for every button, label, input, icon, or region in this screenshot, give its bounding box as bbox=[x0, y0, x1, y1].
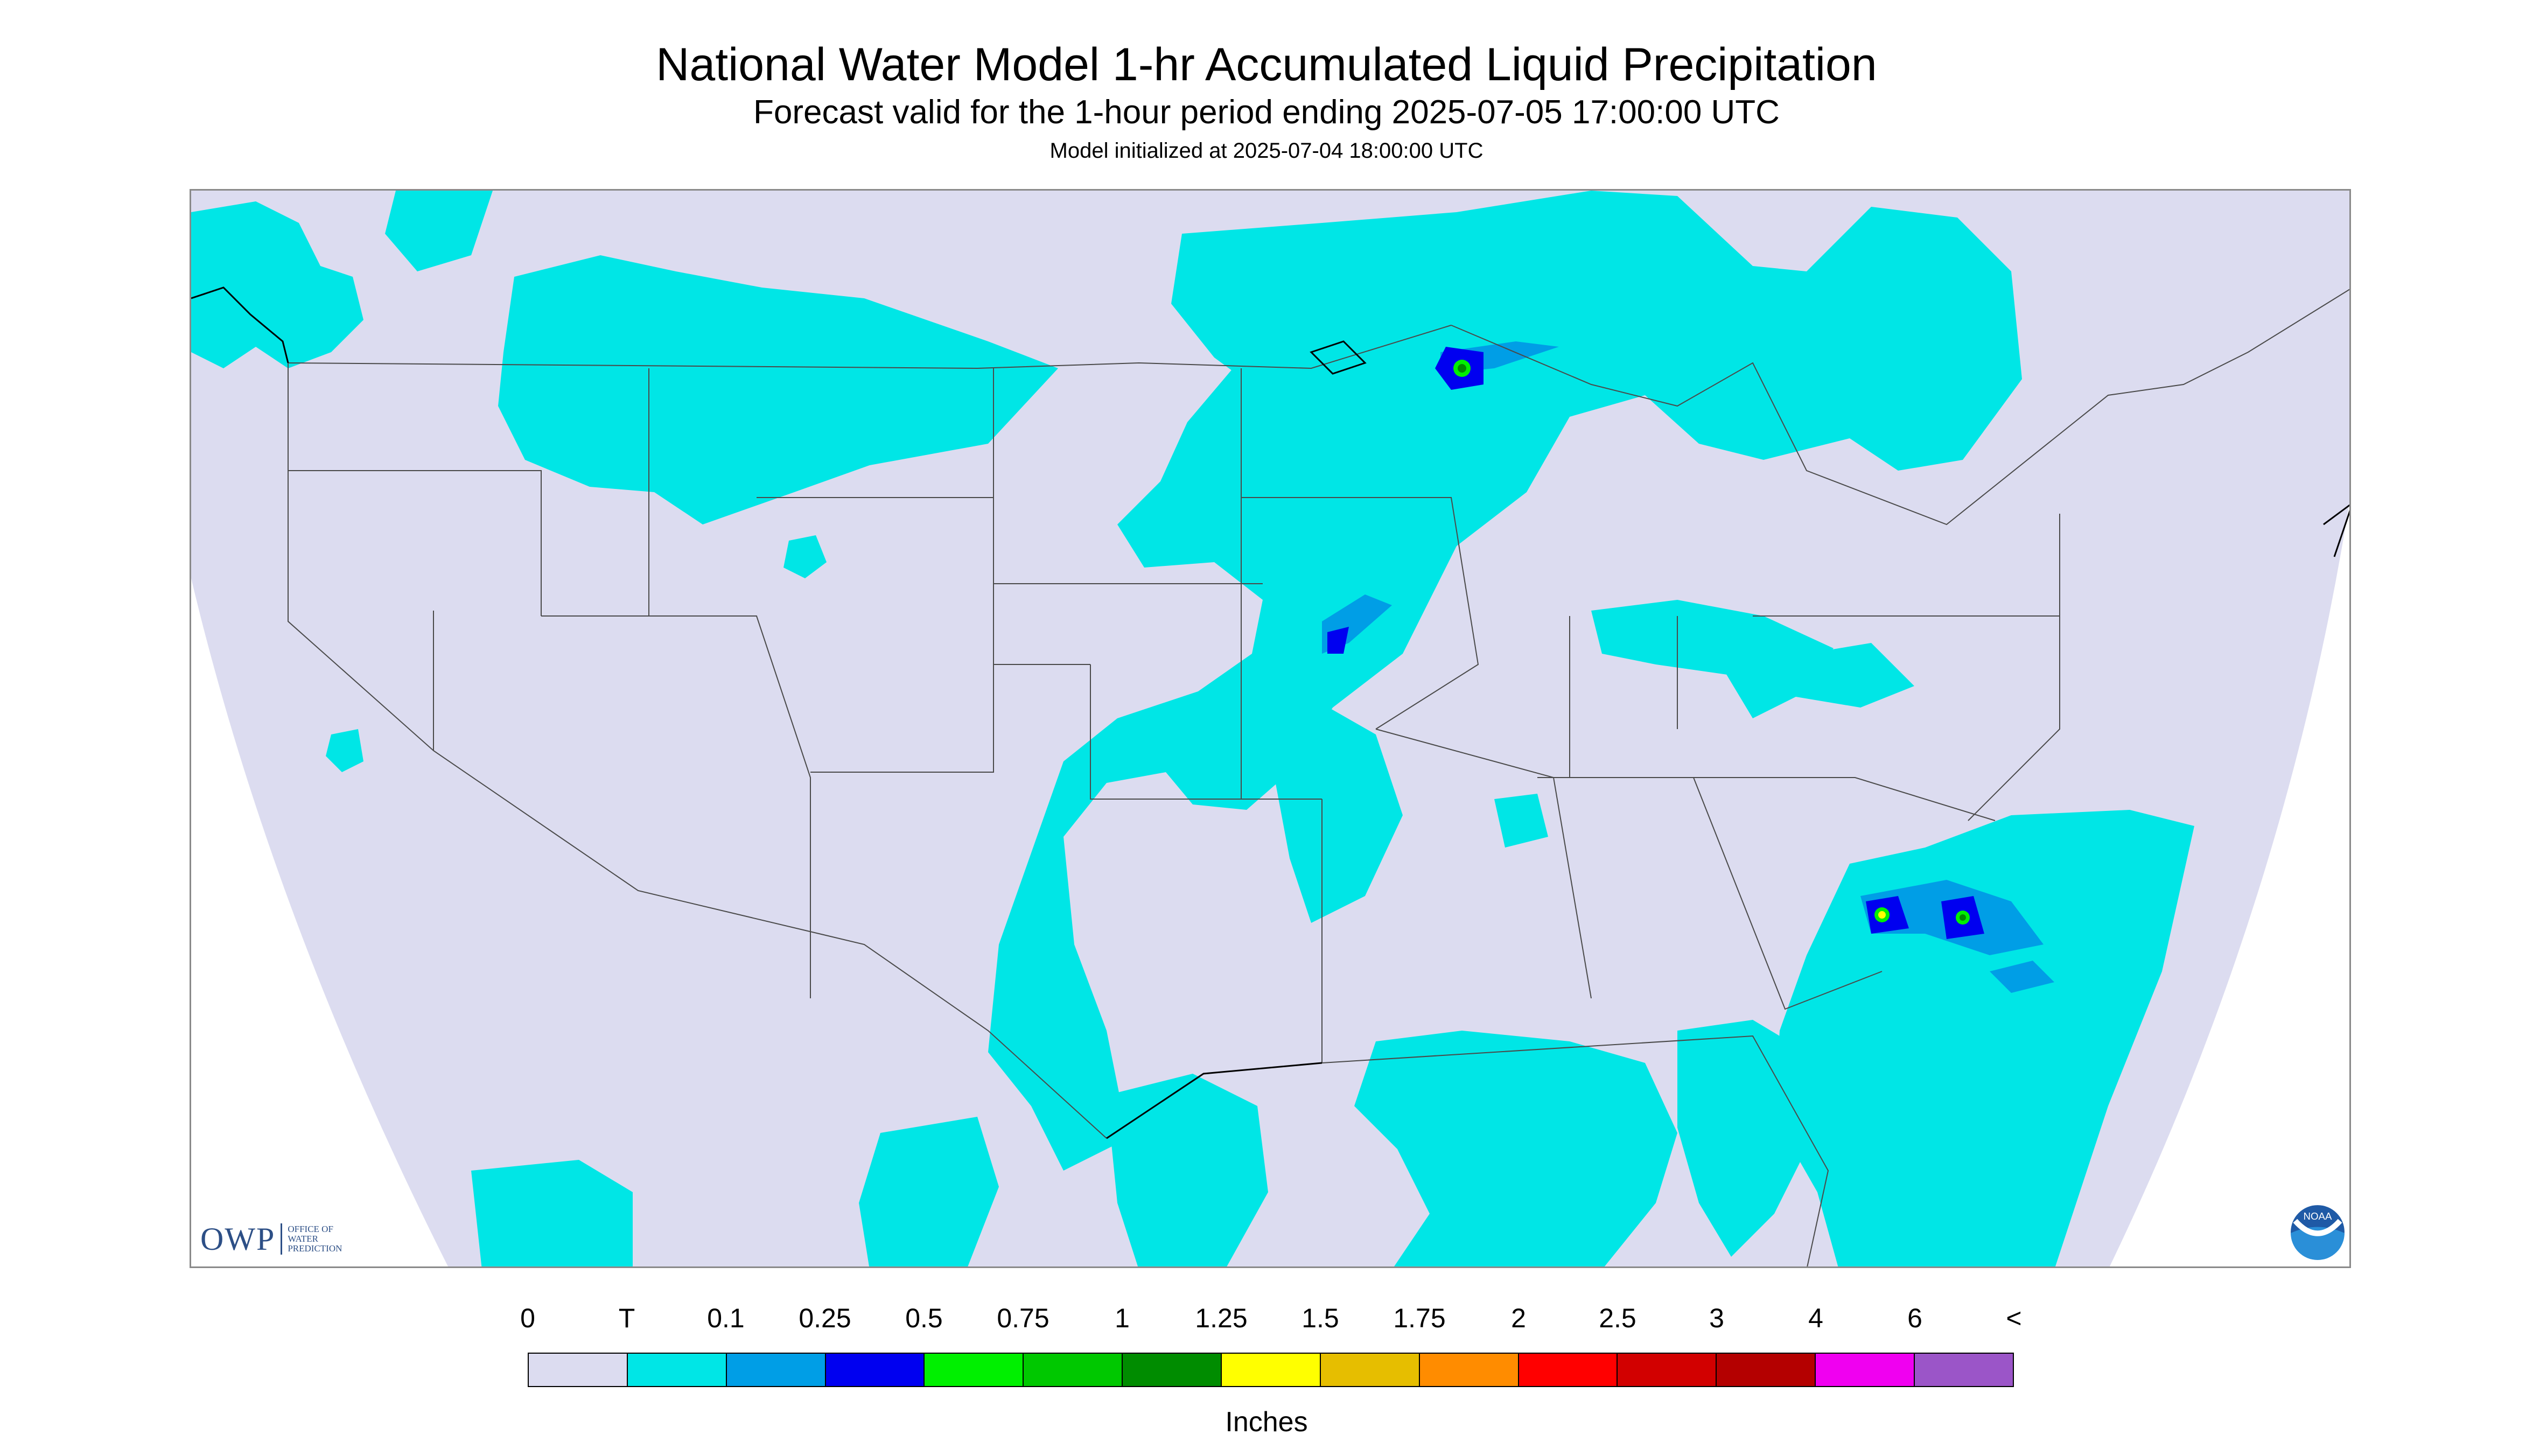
legend-swatch bbox=[1419, 1354, 1519, 1386]
legend-label: 2 bbox=[1511, 1303, 1526, 1333]
legend-units: Inches bbox=[1225, 1406, 1308, 1438]
tennessee-carolina bbox=[1537, 777, 1996, 821]
legend-label: 1.75 bbox=[1393, 1303, 1446, 1333]
legend-label: 0.1 bbox=[707, 1303, 745, 1333]
arkansas-band-precip bbox=[1274, 691, 1403, 923]
map-canvas bbox=[191, 191, 2349, 1266]
legend-swatch bbox=[1222, 1354, 1321, 1386]
legend-label: 6 bbox=[1907, 1303, 1922, 1333]
legend-label: 1.25 bbox=[1195, 1303, 1248, 1333]
legend-swatch bbox=[1915, 1354, 2013, 1386]
montana-extra-precip bbox=[385, 191, 493, 271]
pacific-northwest-precip bbox=[191, 201, 363, 368]
northeast-band-precip bbox=[1720, 643, 1914, 718]
legend-label: 0 bbox=[520, 1303, 535, 1333]
owp-letters: OWP bbox=[200, 1221, 276, 1257]
iowa-wisconsin bbox=[1241, 497, 1479, 730]
kansas-oklahoma bbox=[1090, 664, 1322, 800]
legend-label: < bbox=[2006, 1303, 2022, 1333]
legend-swatch bbox=[825, 1354, 925, 1386]
legend-label: 3 bbox=[1709, 1303, 1724, 1333]
legend-label: 4 bbox=[1808, 1303, 1823, 1333]
legend-label: T bbox=[618, 1303, 635, 1333]
legend-label: 1.5 bbox=[1302, 1303, 1339, 1333]
owp-logo: OWP OFFICE OF WATER PREDICTION bbox=[200, 1220, 378, 1258]
dakota-nebraska-west bbox=[810, 368, 994, 773]
map-title: National Water Model 1-hr Accumulated Li… bbox=[656, 39, 1877, 90]
legend-swatch bbox=[726, 1354, 826, 1386]
legend-swatch bbox=[627, 1354, 727, 1386]
model-init-time: Model initialized at 2025-07-04 18:00:00… bbox=[1049, 139, 1484, 163]
wyoming-spot-precip bbox=[783, 535, 827, 578]
gulf-precip bbox=[1354, 1031, 1677, 1266]
legend-swatch bbox=[1618, 1354, 1717, 1386]
gulf-coast bbox=[1321, 1035, 1829, 1266]
legend-swatch bbox=[1320, 1354, 1420, 1386]
legend-swatch bbox=[529, 1354, 628, 1386]
atlantic-coast bbox=[1968, 514, 2060, 821]
northern-rockies-precip bbox=[498, 255, 1058, 524]
texas-coast-precip bbox=[1107, 1074, 1268, 1266]
legend-swatch bbox=[1123, 1354, 1222, 1386]
legend-labels: 0 T 0.1 0.25 0.5 0.75 1 1.25 1.5 1.75 2 2.5 3 4 6 < bbox=[0, 1302, 2533, 1340]
owp-divider bbox=[281, 1223, 283, 1255]
precip-high-cores bbox=[1453, 360, 1970, 925]
legend-swatch bbox=[1717, 1354, 1816, 1386]
mexico-precip bbox=[859, 1117, 999, 1266]
georgia-alabama bbox=[1693, 777, 1883, 1010]
oregon-idaho bbox=[288, 470, 542, 616]
legend-swatch bbox=[925, 1354, 1024, 1386]
legend-label: 0.25 bbox=[799, 1303, 851, 1333]
baja-offshore-precip bbox=[471, 1160, 633, 1266]
upper-midwest-band-precip bbox=[988, 331, 1473, 1171]
legend-label: 2.5 bbox=[1599, 1303, 1636, 1333]
legend-label: 0.75 bbox=[997, 1303, 1049, 1333]
precipitation-map bbox=[190, 189, 2351, 1268]
legend-swatch bbox=[1816, 1354, 1915, 1386]
noaa-logo: NOAA bbox=[2291, 1205, 2345, 1260]
midwest-east bbox=[1569, 615, 2060, 778]
legend-label: 1 bbox=[1115, 1303, 1130, 1333]
florida-precip bbox=[1677, 1020, 1807, 1257]
noaa-logo-text: NOAA bbox=[2303, 1210, 2332, 1222]
owp-text: OFFICE OF WATER PREDICTION bbox=[288, 1224, 342, 1254]
legend-label: 0.5 bbox=[905, 1303, 943, 1333]
legend-swatch bbox=[1024, 1354, 1123, 1386]
southwest-spots-precip bbox=[326, 729, 363, 772]
legend-color-bar bbox=[528, 1353, 2014, 1387]
coastlines bbox=[191, 286, 2349, 1139]
legend-swatch bbox=[1519, 1354, 1618, 1386]
west-and-mexico-border bbox=[288, 363, 1107, 1139]
deep-south-spots-precip bbox=[1494, 794, 1548, 848]
boundaries bbox=[288, 289, 2349, 1266]
map-subtitle: Forecast valid for the 1-hour period end… bbox=[753, 94, 1780, 131]
canada-border-east bbox=[1451, 289, 2349, 526]
canada-border bbox=[288, 325, 1452, 369]
